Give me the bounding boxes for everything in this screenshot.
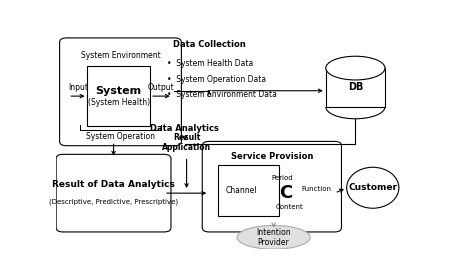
Text: Intention
Provider: Intention Provider — [256, 228, 291, 247]
Text: Output: Output — [148, 83, 175, 92]
Text: Channel: Channel — [225, 186, 257, 195]
FancyBboxPatch shape — [56, 154, 171, 232]
Ellipse shape — [347, 167, 399, 208]
Text: Input: Input — [68, 83, 88, 92]
Text: DB: DB — [348, 83, 363, 92]
Text: Result of Data Analytics: Result of Data Analytics — [52, 180, 175, 189]
Text: Content: Content — [275, 204, 303, 211]
FancyBboxPatch shape — [326, 68, 385, 107]
Text: C: C — [279, 184, 292, 202]
Text: Result
Application: Result Application — [162, 133, 211, 152]
Text: •  System Health Data: • System Health Data — [167, 59, 254, 69]
Text: Data Collection: Data Collection — [173, 40, 246, 49]
Text: Period: Period — [272, 175, 293, 181]
Text: Service Provision: Service Provision — [231, 152, 313, 161]
Text: Data Analytics: Data Analytics — [150, 124, 219, 133]
Ellipse shape — [237, 225, 310, 249]
Text: Function: Function — [301, 186, 331, 192]
Text: Customer: Customer — [348, 183, 397, 192]
Text: •  System Environment Data: • System Environment Data — [167, 90, 277, 99]
Text: System: System — [96, 86, 142, 96]
FancyBboxPatch shape — [202, 141, 341, 232]
Text: (System Health): (System Health) — [88, 98, 150, 107]
Ellipse shape — [326, 56, 385, 80]
FancyBboxPatch shape — [88, 66, 150, 126]
Text: (Descriptive, Predictive, Prescriptive): (Descriptive, Predictive, Prescriptive) — [49, 199, 178, 205]
Text: •  System Operation Data: • System Operation Data — [167, 74, 267, 83]
Text: System Environment: System Environment — [81, 51, 160, 60]
FancyBboxPatch shape — [218, 165, 279, 216]
FancyBboxPatch shape — [60, 38, 181, 146]
Text: System Operation: System Operation — [86, 132, 155, 141]
